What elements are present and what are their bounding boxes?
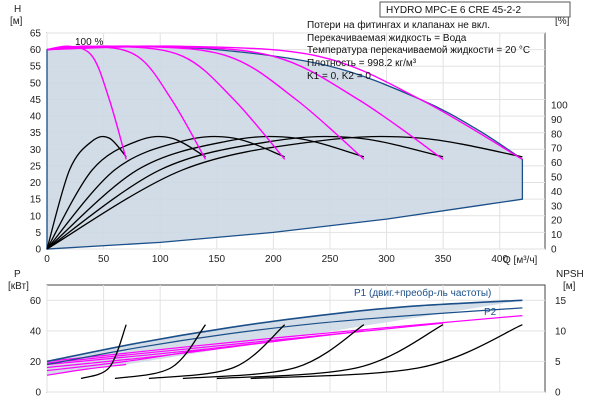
x-tick-label: 50 xyxy=(98,254,110,265)
x-tick-label: 400 xyxy=(491,254,508,265)
power-npsh-chart: 0 20 40 60 0 5 10 15 P [кВт] NPSH [м] P1 (двиг.… xyxy=(8,269,584,399)
x-tick-label: 100 xyxy=(152,254,169,265)
h-tick-label: 55 xyxy=(30,62,42,73)
p-tick-label: 60 xyxy=(30,296,42,307)
npsh-axis-unit: [м] xyxy=(563,281,576,292)
hq-series-group xyxy=(46,45,523,250)
power-envelope xyxy=(47,300,523,376)
x-tick-label: 200 xyxy=(265,254,282,265)
npsh-curve-2 xyxy=(114,324,207,380)
note-line-2: Перекачиваемая жидкость = Вода xyxy=(307,33,467,44)
x-tick-label: 300 xyxy=(378,254,395,265)
legend-p2: P2 xyxy=(484,307,497,318)
note-line-4: Плотность = 998.2 кг/м³ xyxy=(307,58,417,69)
p1-curve xyxy=(46,299,523,363)
hq-eta-chart: 0 50 100 150 200 250 300 350 4000510152025303540… xyxy=(10,1,571,266)
h-axis-label: H xyxy=(14,4,21,15)
h-tick-label: 35 xyxy=(30,128,42,139)
h-axis-unit: [м] xyxy=(10,16,23,27)
power-ticks: 0 20 40 60 0 5 10 15 xyxy=(30,296,567,399)
eta-axis-unit: [%] xyxy=(555,16,570,27)
eta-curve-3 xyxy=(46,135,285,250)
npsh-tick-label: 10 xyxy=(555,326,567,337)
eta-tick-label: 70 xyxy=(551,144,563,155)
p-tick-label: 40 xyxy=(30,326,42,337)
h-tick-label: 25 xyxy=(30,161,42,172)
p-tick-label: 20 xyxy=(30,357,42,368)
npsh-tick-label: 15 xyxy=(555,296,567,307)
eta-tick-label: 100 xyxy=(551,101,568,112)
chart-title: HYDRO MPC-E 6 CRE 45-2-2 xyxy=(386,5,521,16)
eta-tick-label: 10 xyxy=(551,230,563,241)
power-series-group xyxy=(46,299,523,380)
x-tick-label: 150 xyxy=(208,254,225,265)
hq-curve-6 xyxy=(46,45,523,160)
npsh-curve-4 xyxy=(182,324,365,380)
note-line-5: K1 = 0, K2 = 0 xyxy=(307,71,371,82)
eta-tick-label: 20 xyxy=(551,216,563,227)
h-tick-label: 50 xyxy=(30,78,42,89)
legend-p1: P1 (двиг.+преобр-ль частоты) xyxy=(354,287,491,299)
note-line-1: Потери на фитингах и клапанах не вкл. xyxy=(307,19,490,31)
power-line-6 xyxy=(46,315,523,362)
h-tick-label: 10 xyxy=(30,211,42,222)
h-tick-label: 30 xyxy=(30,145,42,156)
note-line-3: Температура перекачиваемой жидкости = 20… xyxy=(307,45,530,56)
npsh-curve-3 xyxy=(148,324,286,380)
eta-tick-label: 50 xyxy=(551,173,563,184)
p-axis-label: P xyxy=(14,269,21,280)
h-tick-label: 5 xyxy=(35,228,41,239)
power-line-5 xyxy=(46,322,444,364)
p2-curve xyxy=(46,307,523,366)
h-tick-label: 0 xyxy=(35,245,41,256)
notes-block: Потери на фитингах и клапанах не вкл. Пе… xyxy=(307,19,530,82)
h-tick-label: 40 xyxy=(30,112,42,123)
eta-tick-label: 60 xyxy=(551,158,563,169)
eta-tick-label: 30 xyxy=(551,201,563,212)
npsh-curve-5 xyxy=(216,324,444,380)
p-axis-unit: [кВт] xyxy=(8,281,29,292)
speed-label: 100 % xyxy=(75,37,103,48)
hq-ticks: 0 50 100 150 200 250 300 350 4000510152025303540… xyxy=(30,29,568,266)
eta-tick-label: 80 xyxy=(551,129,563,140)
h-tick-label: 20 xyxy=(30,178,42,189)
x-tick-label: 0 xyxy=(44,254,50,265)
hq-curve-1 xyxy=(46,45,127,160)
npsh-axis-label: NPSH xyxy=(556,269,584,280)
q-axis-label: Q [м³/ч] xyxy=(503,255,538,266)
h-tick-label: 65 xyxy=(30,29,42,40)
eta-tick-label: 90 xyxy=(551,115,563,126)
npsh-curve-6 xyxy=(250,324,523,380)
h-tick-label: 15 xyxy=(30,195,42,206)
eta-curve-6 xyxy=(46,135,523,250)
hq-curve-2 xyxy=(46,45,207,160)
eta-curve-1 xyxy=(46,135,127,250)
p-tick-label: 0 xyxy=(35,388,41,399)
h-tick-label: 45 xyxy=(30,95,42,106)
eta-tick-label: 0 xyxy=(551,245,557,256)
x-tick-label: 350 xyxy=(435,254,452,265)
npsh-tick-label: 5 xyxy=(555,357,561,368)
eta-curve-5 xyxy=(46,135,444,250)
power-line-1 xyxy=(46,363,127,376)
h-tick-label: 60 xyxy=(30,45,42,56)
npsh-curve-1 xyxy=(80,324,127,380)
x-tick-label: 250 xyxy=(322,254,339,265)
npsh-tick-label: 0 xyxy=(555,388,561,399)
eta-tick-label: 40 xyxy=(551,187,563,198)
title-box xyxy=(379,1,571,18)
